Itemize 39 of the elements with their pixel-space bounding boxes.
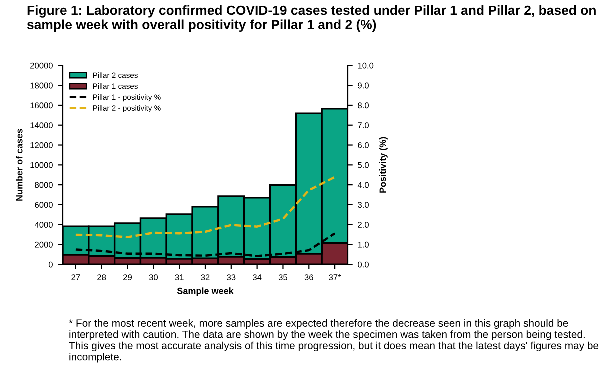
y-tick-label: 14000 — [30, 122, 53, 128]
x-tick-label: 34 — [253, 274, 262, 280]
y2-axis-title: Positivity (%) — [379, 137, 388, 193]
x-tick-label: 35 — [278, 274, 288, 280]
y-tick-label: 6000 — [35, 202, 53, 208]
y2-tick-label: 1.0 — [358, 242, 369, 248]
y-tick-label: 0 — [48, 262, 53, 268]
y2-tick-label: 0.0 — [358, 262, 369, 268]
line-series — [74, 176, 336, 238]
y-tick-label: 2000 — [35, 242, 53, 248]
y2-tick-label: 3.0 — [358, 202, 369, 208]
x-tick-label: 32 — [201, 274, 210, 280]
y2-tick-label: 2.0 — [358, 222, 369, 228]
x-tick-label: 36 — [304, 274, 314, 280]
y2-tick-label: 10.0 — [358, 62, 374, 69]
y-tick-label: 10000 — [30, 162, 53, 168]
y2-tick-label: 6.0 — [358, 142, 369, 148]
y-tick-label: 4000 — [34, 222, 53, 228]
y2-tick-label: 5.0 — [358, 162, 369, 168]
y2-tick-label: 9.0 — [358, 82, 369, 89]
x-tick-label: 27 — [72, 274, 80, 280]
chart-title: Figure 1: Laboratory confirmed COVID-19 cases tested under Pillar 1 and Pillar 2, based on sample week with overall positivity for Pillar 1 and 2 (%) — [27, 5, 596, 32]
x-tick-label: 33 — [227, 274, 236, 280]
y2-tick-label: 8.0 — [358, 102, 369, 109]
y-tick-label: 12000 — [30, 142, 53, 148]
y-tick-label: 8000 — [35, 182, 53, 188]
x-axis-title: Sample week — [177, 288, 234, 296]
text: * For the most recent week, more samples are expected therefore the decrease seen in this graph should be interpreted with caution. The data are shown by the week the specimen was taken from the person being tested. This gives the most accurate analysis of this time progression, but it does mean that the latest days' figures may be incomplete. — [69, 319, 599, 363]
x-tick-label: 29 — [124, 274, 132, 280]
y2-tick-label: 7.0 — [358, 122, 369, 128]
x-tick-label: 37* — [329, 274, 342, 280]
y2-tick-label: 4.0 — [358, 182, 369, 188]
y-tick-label: 18000 — [30, 82, 53, 89]
y-tick-label: 20000 — [30, 62, 53, 69]
y-axis-title: Number of cases — [16, 129, 23, 201]
x-tick-label: 30 — [149, 274, 158, 280]
y-tick-label: 16000 — [30, 102, 53, 109]
x-tick-label: 31 — [175, 274, 184, 280]
x-tick-label: 28 — [98, 274, 106, 280]
